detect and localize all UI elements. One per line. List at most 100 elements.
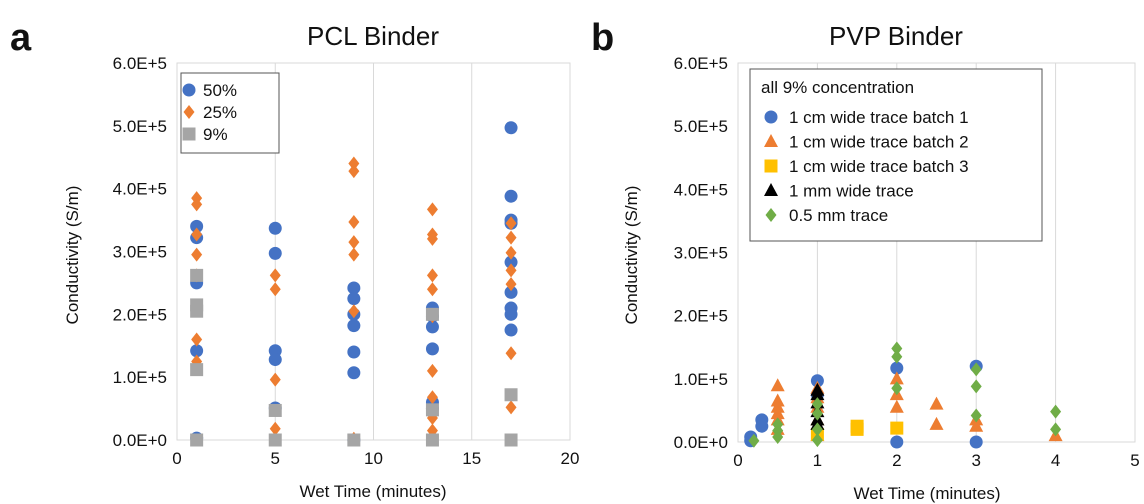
data-point-25- bbox=[505, 277, 517, 292]
data-point-25- bbox=[191, 332, 203, 347]
data-point-25- bbox=[348, 156, 360, 171]
data-point-0-5-mm-trace bbox=[970, 362, 982, 377]
data-point-0-5-mm-trace bbox=[811, 422, 823, 437]
legend-label: 50% bbox=[203, 81, 237, 100]
data-point-9- bbox=[190, 268, 204, 282]
data-point-25- bbox=[191, 197, 203, 212]
data-point-25- bbox=[505, 400, 517, 415]
y-tick-label: 3.0E+5 bbox=[113, 243, 167, 262]
x-tick-label: 5 bbox=[1130, 451, 1139, 470]
data-point-25- bbox=[426, 202, 438, 217]
data-point-25- bbox=[269, 372, 281, 387]
data-point-9- bbox=[347, 433, 361, 447]
data-point-25- bbox=[426, 268, 438, 283]
legend-marker bbox=[765, 208, 777, 222]
y-tick-label: 6.0E+5 bbox=[674, 54, 728, 73]
data-point-50- bbox=[504, 189, 518, 203]
ticks: 0 1 2 3 4 5 0.0E+0 1.0E+5 2.0E+5 3.0E+5 4.0E+5 5.0E… bbox=[674, 54, 1140, 470]
legend-label: 9% bbox=[203, 125, 228, 144]
data-point-25- bbox=[348, 164, 360, 179]
data-point-1-cm-wide-trace-batch-1 bbox=[890, 435, 904, 449]
data-marks bbox=[744, 341, 1063, 449]
legend-marker bbox=[764, 110, 778, 124]
data-point-25- bbox=[505, 245, 517, 260]
data-point-0-5-mm-trace bbox=[748, 433, 760, 448]
legend-box bbox=[749, 68, 1043, 242]
x-tick-label: 4 bbox=[1051, 451, 1060, 470]
legend-label: 0.5 mm trace bbox=[789, 206, 888, 225]
legend-marker bbox=[182, 127, 196, 141]
x-tick-label: 2 bbox=[892, 451, 901, 470]
legend-marker bbox=[182, 83, 196, 97]
x-tick-label: 20 bbox=[561, 449, 580, 468]
x-axis-label: Wet Time (minutes) bbox=[853, 484, 1000, 503]
data-point-50- bbox=[268, 353, 282, 367]
data-point-9- bbox=[190, 304, 204, 318]
y-tick-label: 0.0E+0 bbox=[113, 431, 167, 450]
data-point-9- bbox=[268, 403, 282, 417]
data-point-25- bbox=[269, 421, 281, 436]
data-point-25- bbox=[348, 214, 360, 229]
data-point-1-mm-wide-trace bbox=[810, 387, 825, 401]
chart-title: PVP Binder bbox=[829, 21, 963, 51]
panel-letter-b: b bbox=[591, 17, 614, 59]
data-point-50- bbox=[504, 307, 518, 321]
data-point-25- bbox=[505, 230, 517, 245]
x-tick-label: 5 bbox=[271, 449, 280, 468]
data-point-9- bbox=[190, 433, 204, 447]
chart-pcl-binder: a PCL Binder Wet Time (minutes) Conducti… bbox=[10, 17, 579, 501]
x-tick-label: 1 bbox=[813, 451, 822, 470]
data-point-25- bbox=[269, 282, 281, 297]
x-tick-label: 15 bbox=[462, 449, 481, 468]
data-point-50- bbox=[347, 281, 361, 295]
y-axis-label: Conductivity (S/m) bbox=[63, 186, 82, 325]
data-marks bbox=[190, 121, 518, 447]
data-point-50- bbox=[268, 246, 282, 260]
legend-title: all 9% concentration bbox=[761, 78, 914, 97]
data-point-9- bbox=[504, 433, 518, 447]
y-tick-label: 2.0E+5 bbox=[674, 307, 728, 326]
data-point-25- bbox=[426, 282, 438, 297]
data-point-50- bbox=[504, 285, 518, 299]
data-point-50- bbox=[425, 342, 439, 356]
data-point-50- bbox=[504, 255, 518, 269]
data-point-25- bbox=[505, 263, 517, 278]
legend-marker bbox=[764, 183, 778, 196]
x-tick-label: 0 bbox=[172, 449, 181, 468]
data-point-50- bbox=[347, 319, 361, 333]
y-tick-label: 0.0E+0 bbox=[674, 433, 728, 452]
legend-marker bbox=[764, 159, 778, 173]
data-point-1-cm-wide-trace-batch-2 bbox=[770, 378, 785, 392]
data-point-1-cm-wide-trace-batch-3 bbox=[850, 422, 864, 436]
y-tick-label: 1.0E+5 bbox=[113, 368, 167, 387]
y-tick-label: 5.0E+5 bbox=[113, 117, 167, 136]
data-point-25- bbox=[505, 346, 517, 361]
legend: all 9% concentration 1 cm wide trace bat… bbox=[749, 68, 1043, 242]
data-point-25- bbox=[505, 216, 517, 231]
x-axis-label: Wet Time (minutes) bbox=[299, 482, 446, 501]
data-point-0-5-mm-trace bbox=[811, 406, 823, 421]
data-point-25- bbox=[426, 390, 438, 405]
data-point-0-5-mm-trace bbox=[811, 397, 823, 412]
data-point-25- bbox=[426, 231, 438, 246]
data-point-9- bbox=[504, 388, 518, 402]
data-point-1-cm-wide-trace-batch-1 bbox=[969, 435, 983, 449]
ticks: 0 5 10 15 20 0.0E+0 1.0E+5 2.0E+5 3.0E+5 4.0E+5 5.… bbox=[113, 54, 580, 468]
legend-label: 1 cm wide trace batch 1 bbox=[789, 108, 969, 127]
data-point-1-cm-wide-trace-batch-2 bbox=[889, 371, 904, 385]
legend: 50% 25% 9% bbox=[180, 72, 280, 154]
data-point-1-cm-wide-trace-batch-2 bbox=[929, 416, 944, 430]
data-point-50- bbox=[190, 219, 204, 233]
data-point-50- bbox=[347, 292, 361, 306]
data-point-1-cm-wide-trace-batch-1 bbox=[890, 361, 904, 375]
panel-letter-a: a bbox=[10, 17, 32, 59]
data-point-0-5-mm-trace bbox=[891, 341, 903, 356]
chart-pvp-binder: b PVP Binder Wet Time (minutes) Conducti… bbox=[591, 17, 1140, 503]
y-tick-label: 5.0E+5 bbox=[674, 117, 728, 136]
data-point-0-5-mm-trace bbox=[1050, 422, 1062, 437]
chart-title: PCL Binder bbox=[307, 21, 439, 51]
data-point-1-cm-wide-trace-batch-1 bbox=[810, 374, 824, 388]
data-point-0-5-mm-trace bbox=[1050, 404, 1062, 419]
legend-label: 25% bbox=[203, 103, 237, 122]
